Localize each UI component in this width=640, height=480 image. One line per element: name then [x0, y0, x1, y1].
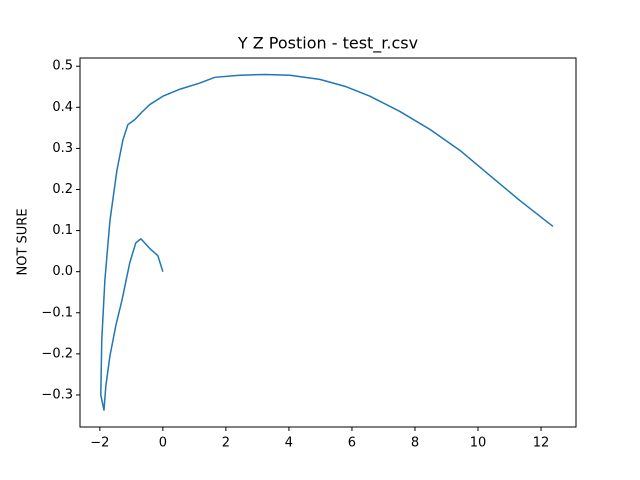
y-axis-label: NOT SURE	[16, 208, 31, 275]
x-tick-label: 2	[222, 436, 230, 451]
y-tick-label: 0.0	[52, 264, 73, 279]
y-tick-label: 0.4	[52, 100, 73, 115]
y-tick-label: −0.2	[41, 346, 73, 361]
x-tick-label: 8	[411, 436, 419, 451]
y-tick-label: −0.1	[41, 305, 73, 320]
plot-frame	[79, 57, 577, 428]
x-tick-label: 0	[159, 436, 167, 451]
x-tick-label: 6	[348, 436, 356, 451]
y-tick-label: 0.5	[52, 59, 73, 74]
x-tick-label: 4	[285, 436, 293, 451]
x-tick-label: 10	[470, 436, 487, 451]
x-tick-label: −2	[90, 436, 109, 451]
data-line	[100, 73, 554, 411]
y-tick-label: 0.3	[52, 141, 73, 156]
x-tick-label: 12	[533, 436, 550, 451]
chart-title: Y Z Postion - test_r.csv	[237, 34, 418, 54]
y-tick-label: 0.1	[52, 223, 73, 238]
y-tick-label: 0.2	[52, 182, 73, 197]
y-tick-label: −0.3	[41, 387, 73, 402]
